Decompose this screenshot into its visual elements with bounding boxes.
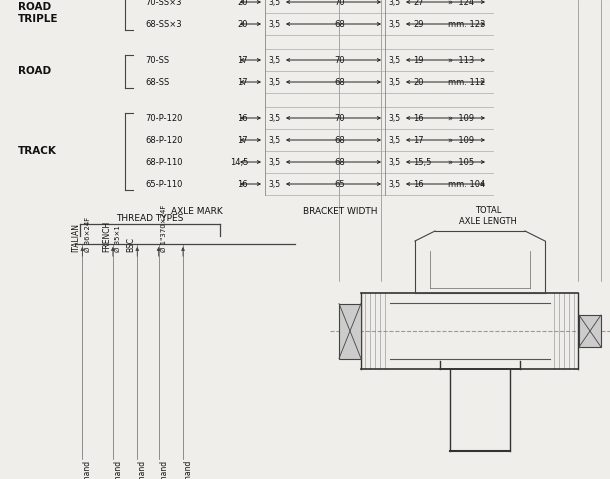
Text: right hand: right hand bbox=[160, 461, 168, 479]
Text: Ø 35×1: Ø 35×1 bbox=[115, 225, 121, 252]
Text: 70-P-120: 70-P-120 bbox=[145, 114, 182, 123]
Text: 3,5: 3,5 bbox=[268, 78, 280, 87]
Text: 70: 70 bbox=[335, 0, 345, 7]
Text: 70: 70 bbox=[335, 114, 345, 123]
Text: mm. 112: mm. 112 bbox=[448, 78, 485, 87]
Text: »  124: » 124 bbox=[448, 0, 474, 7]
Text: 29: 29 bbox=[413, 20, 423, 28]
Text: 68: 68 bbox=[335, 136, 345, 145]
Text: TOTAL
AXLE LENGTH: TOTAL AXLE LENGTH bbox=[459, 206, 517, 226]
Text: FRENCH: FRENCH bbox=[102, 221, 111, 252]
Text: »  105: » 105 bbox=[448, 158, 474, 167]
Text: »  109: » 109 bbox=[448, 136, 474, 145]
Text: 70-SS×3: 70-SS×3 bbox=[145, 0, 182, 7]
Text: ROAD: ROAD bbox=[18, 66, 51, 76]
Text: 3,5: 3,5 bbox=[388, 158, 400, 167]
Text: 3,5: 3,5 bbox=[268, 136, 280, 145]
Text: ITALIAN: ITALIAN bbox=[71, 223, 81, 252]
Text: 68-P-110: 68-P-110 bbox=[145, 158, 182, 167]
Text: TRACK: TRACK bbox=[18, 146, 57, 156]
Text: 70: 70 bbox=[335, 56, 345, 65]
Text: 15,5: 15,5 bbox=[413, 158, 431, 167]
Text: mm. 123: mm. 123 bbox=[448, 20, 486, 28]
Text: 68-P-120: 68-P-120 bbox=[145, 136, 182, 145]
Text: 27: 27 bbox=[413, 0, 423, 7]
Text: 20: 20 bbox=[413, 78, 423, 87]
Text: AXLE MARK: AXLE MARK bbox=[171, 206, 223, 216]
Text: 3,5: 3,5 bbox=[268, 56, 280, 65]
Text: 68: 68 bbox=[335, 158, 345, 167]
Text: 3,5: 3,5 bbox=[388, 78, 400, 87]
Text: 20: 20 bbox=[237, 0, 248, 7]
Text: 3,5: 3,5 bbox=[268, 114, 280, 123]
Text: 68: 68 bbox=[335, 78, 345, 87]
Text: 16: 16 bbox=[237, 114, 248, 123]
Text: »  113: » 113 bbox=[448, 56, 474, 65]
Text: right hand: right hand bbox=[84, 461, 92, 479]
Text: 70-SS: 70-SS bbox=[145, 56, 169, 65]
Text: 3,5: 3,5 bbox=[388, 114, 400, 123]
Text: 17: 17 bbox=[237, 56, 248, 65]
Text: 65-P-110: 65-P-110 bbox=[145, 180, 182, 189]
Text: 17: 17 bbox=[237, 136, 248, 145]
Text: ROAD
TRIPLE: ROAD TRIPLE bbox=[18, 2, 59, 24]
Text: 16: 16 bbox=[237, 180, 248, 189]
Text: 3,5: 3,5 bbox=[388, 180, 400, 189]
Text: 14,5: 14,5 bbox=[229, 158, 248, 167]
Text: 68-SS×3: 68-SS×3 bbox=[145, 20, 182, 28]
Text: BSC: BSC bbox=[126, 237, 135, 252]
Text: mm. 104: mm. 104 bbox=[448, 180, 485, 189]
Bar bbox=[579, 315, 601, 347]
Text: 19: 19 bbox=[413, 56, 423, 65]
Text: 3,5: 3,5 bbox=[388, 20, 400, 28]
Bar bbox=[339, 304, 361, 358]
Text: 3,5: 3,5 bbox=[388, 0, 400, 7]
Text: left hand: left hand bbox=[184, 461, 193, 479]
Text: 3,5: 3,5 bbox=[268, 180, 280, 189]
Text: 65: 65 bbox=[335, 180, 345, 189]
Text: 20: 20 bbox=[237, 20, 248, 28]
Text: Ø 1"370×24F: Ø 1"370×24F bbox=[160, 205, 167, 252]
Text: 3,5: 3,5 bbox=[388, 56, 400, 65]
Text: 68: 68 bbox=[335, 20, 345, 28]
Text: right hand: right hand bbox=[138, 461, 147, 479]
Text: 17: 17 bbox=[237, 78, 248, 87]
Text: THREAD TYPES: THREAD TYPES bbox=[117, 214, 184, 223]
Text: 16: 16 bbox=[413, 180, 423, 189]
Text: BRACKET WIDTH: BRACKET WIDTH bbox=[303, 206, 377, 216]
Text: Ø 36×24F: Ø 36×24F bbox=[84, 217, 90, 252]
Text: 3,5: 3,5 bbox=[268, 158, 280, 167]
Text: »  109: » 109 bbox=[448, 114, 474, 123]
Text: 68-SS: 68-SS bbox=[145, 78, 169, 87]
Text: 3,5: 3,5 bbox=[388, 136, 400, 145]
Text: 17: 17 bbox=[413, 136, 423, 145]
Text: 16: 16 bbox=[413, 114, 423, 123]
Text: 3,5: 3,5 bbox=[268, 0, 280, 7]
Text: right hand: right hand bbox=[114, 461, 123, 479]
Text: 3,5: 3,5 bbox=[268, 20, 280, 28]
